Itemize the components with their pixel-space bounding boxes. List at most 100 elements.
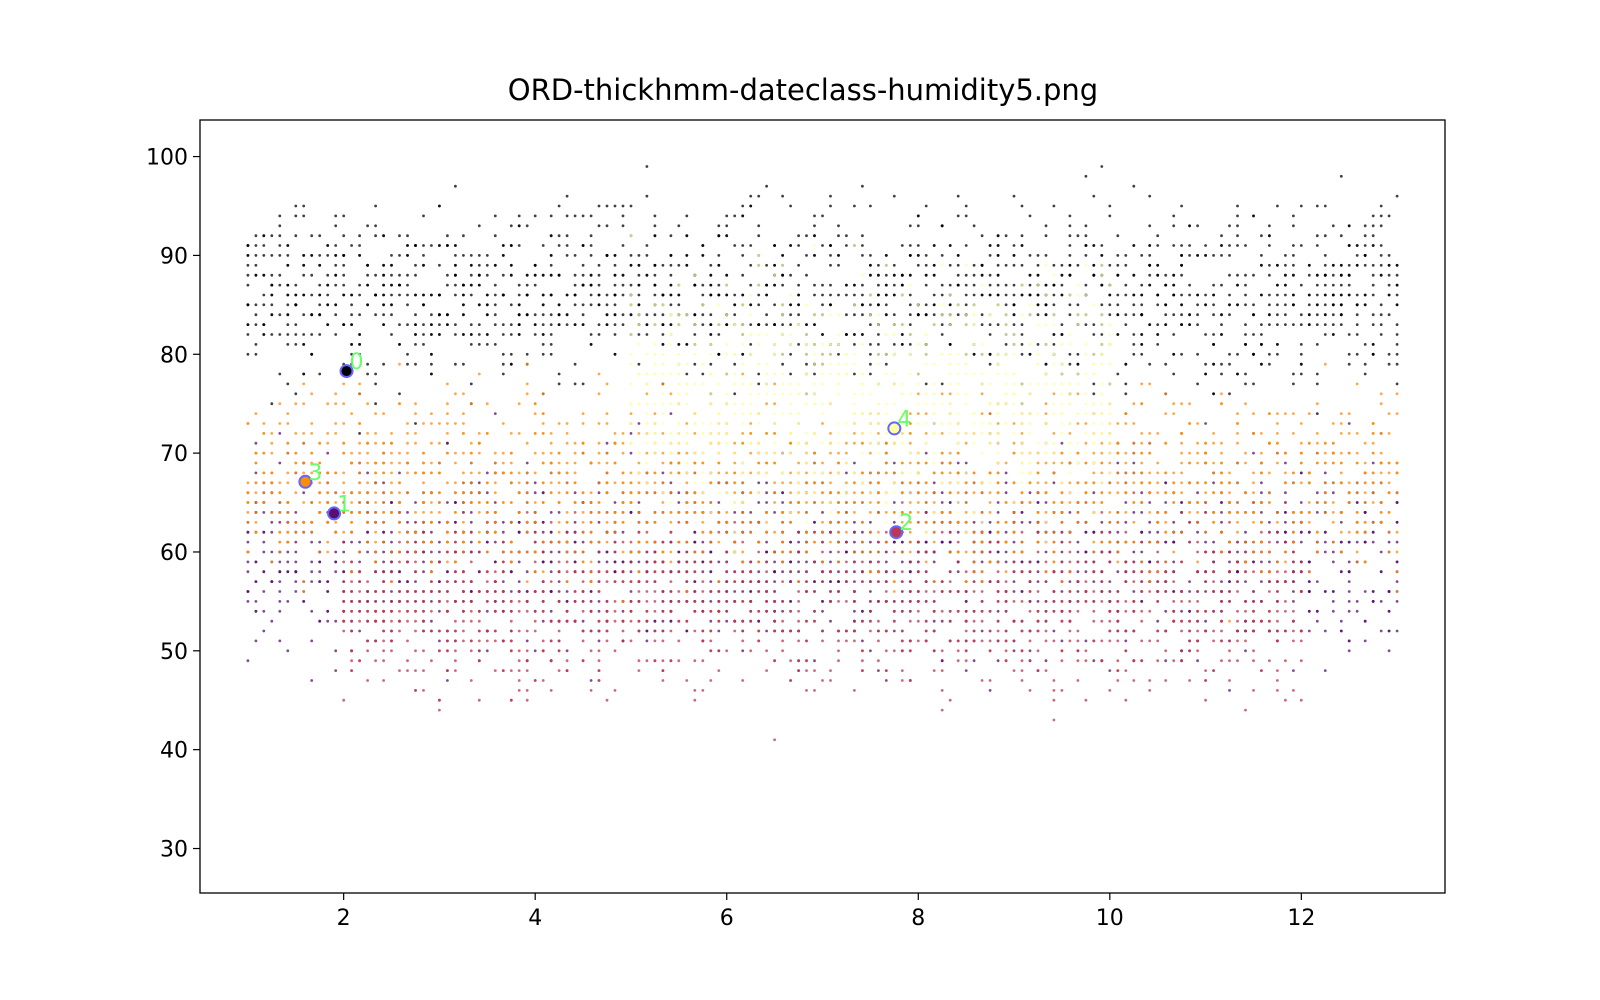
scatter-point	[342, 283, 346, 287]
scatter-point	[509, 619, 513, 623]
scatter-point	[661, 609, 665, 613]
scatter-point	[701, 659, 705, 663]
scatter-point	[326, 303, 330, 307]
scatter-point	[1004, 234, 1008, 238]
scatter-point	[485, 600, 489, 603]
scatter-point	[246, 303, 250, 307]
scatter-point	[406, 352, 409, 356]
scatter-point	[1004, 580, 1008, 583]
scatter-point	[334, 283, 338, 287]
scatter-point	[501, 669, 505, 672]
scatter-point	[278, 570, 282, 574]
scatter-point	[334, 244, 338, 247]
scatter-point	[861, 313, 864, 317]
scatter-point	[525, 313, 529, 317]
scatter-point	[557, 560, 561, 564]
scatter-point	[477, 639, 481, 643]
scatter-point	[733, 392, 737, 396]
scatter-point	[573, 214, 577, 218]
scatter-point	[1148, 362, 1152, 366]
scatter-point	[1108, 263, 1112, 267]
scatter-point	[813, 234, 816, 238]
scatter-point	[1204, 422, 1207, 425]
scatter-point	[469, 382, 473, 386]
scatter-point	[334, 333, 338, 336]
scatter-point	[310, 639, 314, 643]
scatter-point	[701, 372, 705, 376]
scatter-point	[637, 283, 641, 287]
scatter-point	[629, 639, 633, 643]
scatter-point	[813, 560, 816, 564]
scatter-point	[861, 283, 864, 287]
scatter-point	[629, 204, 633, 208]
scatter-point	[414, 609, 417, 613]
scatter-point	[366, 619, 369, 623]
scatter-point	[685, 372, 689, 376]
scatter-point	[246, 560, 250, 564]
scatter-point	[693, 698, 697, 702]
scatter-point	[533, 323, 537, 326]
scatter-point	[390, 649, 393, 653]
scatter-point	[557, 629, 561, 633]
scatter-point	[1395, 283, 1399, 287]
scatter-point	[422, 570, 425, 574]
scatter-point	[565, 560, 569, 564]
scatter-point	[278, 273, 282, 277]
scatter-point	[278, 372, 282, 376]
scatter-point	[1132, 293, 1136, 297]
scatter-point	[1315, 293, 1319, 297]
scatter-point	[773, 580, 776, 583]
scatter-point	[829, 194, 832, 198]
scatter-point	[877, 540, 880, 544]
scatter-point	[462, 639, 465, 643]
scatter-point	[916, 214, 920, 218]
scatter-point	[765, 481, 768, 485]
scatter-point	[996, 590, 1000, 593]
scatter-point	[1244, 530, 1247, 534]
scatter-point	[661, 343, 665, 346]
scatter-point	[469, 323, 473, 326]
scatter-point	[1020, 244, 1024, 247]
scatter-point	[517, 244, 521, 247]
scatter-point	[342, 570, 346, 574]
scatter-point	[964, 649, 968, 653]
scatter-point	[1124, 520, 1128, 524]
scatter-point	[773, 560, 776, 564]
scatter-point	[1212, 303, 1215, 307]
scatter-point	[1004, 649, 1008, 653]
scatter-point	[342, 550, 346, 554]
scatter-point	[853, 600, 856, 603]
scatter-point	[900, 560, 904, 564]
scatter-point	[972, 224, 976, 228]
scatter-point	[1052, 343, 1056, 346]
scatter-point	[430, 362, 433, 366]
scatter-point	[398, 609, 401, 613]
scatter-point	[549, 333, 553, 336]
scatter-point	[789, 679, 792, 682]
scatter-point	[342, 293, 346, 297]
scatter-point	[1148, 244, 1152, 247]
scatter-point	[900, 649, 904, 653]
scatter-point	[438, 708, 441, 712]
scatter-point	[1180, 254, 1183, 257]
scatter-point	[1156, 293, 1160, 297]
scatter-point	[956, 194, 960, 198]
scatter-point	[908, 649, 912, 653]
scatter-point	[342, 619, 346, 623]
scatter-point	[1371, 313, 1375, 317]
scatter-point	[813, 659, 816, 663]
scatter-point	[821, 570, 824, 574]
scatter-point	[493, 293, 497, 297]
scatter-point	[661, 590, 665, 593]
scatter-point	[797, 313, 800, 317]
scatter-point	[446, 234, 449, 238]
scatter-point	[1172, 333, 1176, 336]
scatter-point	[884, 590, 888, 593]
scatter-point	[358, 352, 361, 356]
scatter-point	[924, 639, 928, 643]
scatter-point	[286, 343, 290, 346]
scatter-point	[1116, 530, 1120, 534]
scatter-point	[980, 263, 984, 267]
scatter-point	[1395, 273, 1399, 277]
scatter-point	[406, 639, 409, 643]
